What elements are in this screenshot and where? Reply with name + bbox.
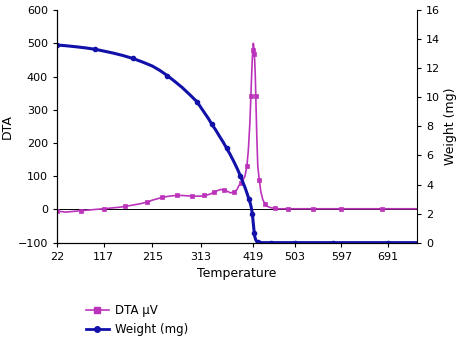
X-axis label: Temperature: Temperature <box>197 267 277 280</box>
Y-axis label: DTA: DTA <box>0 114 13 139</box>
Legend: DTA μV, Weight (mg): DTA μV, Weight (mg) <box>81 300 193 337</box>
Y-axis label: Weight (mg): Weight (mg) <box>445 88 457 165</box>
